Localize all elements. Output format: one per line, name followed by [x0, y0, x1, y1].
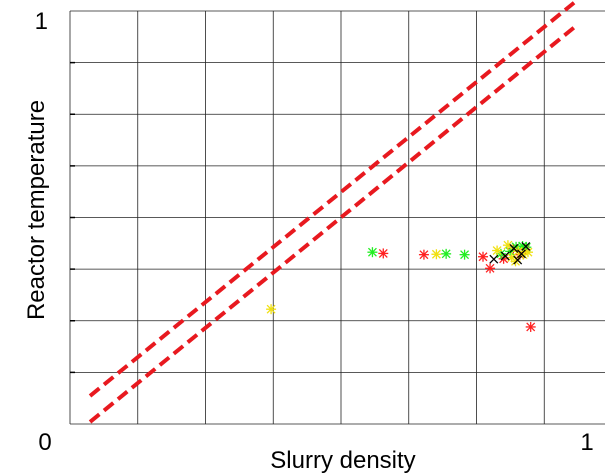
x-tick-label: 0: [38, 429, 51, 456]
data-point: [513, 255, 523, 265]
data-point: [521, 241, 531, 251]
data-point: [367, 247, 378, 258]
data-point: [485, 263, 496, 274]
data-point: [489, 254, 499, 264]
data-point: [431, 249, 442, 260]
x-tick-label: 1: [580, 429, 593, 456]
data-point: [525, 321, 536, 332]
data-point: [517, 249, 526, 259]
y-tick-label: 1: [35, 8, 48, 35]
data-point: [459, 249, 470, 260]
data-point: [418, 249, 429, 260]
reference-lines: [88, 1, 576, 424]
x-axis-label: Slurry density: [270, 447, 415, 474]
data-point: [478, 251, 489, 262]
data-point: [378, 248, 389, 259]
data-point: [509, 244, 519, 253]
reference-line-upper-boundary: [88, 1, 576, 398]
reference-line-lower-boundary: [88, 25, 576, 424]
data-point: [522, 247, 533, 258]
grid: [69, 10, 605, 425]
data-point: [441, 248, 452, 259]
y-axis-label: Reactor temperature: [23, 100, 50, 320]
data-points: [266, 240, 536, 332]
data-point: [500, 251, 510, 261]
data-point: [492, 245, 503, 256]
data-point: [266, 304, 277, 315]
tick-labels: 0 1 1: [35, 8, 594, 456]
